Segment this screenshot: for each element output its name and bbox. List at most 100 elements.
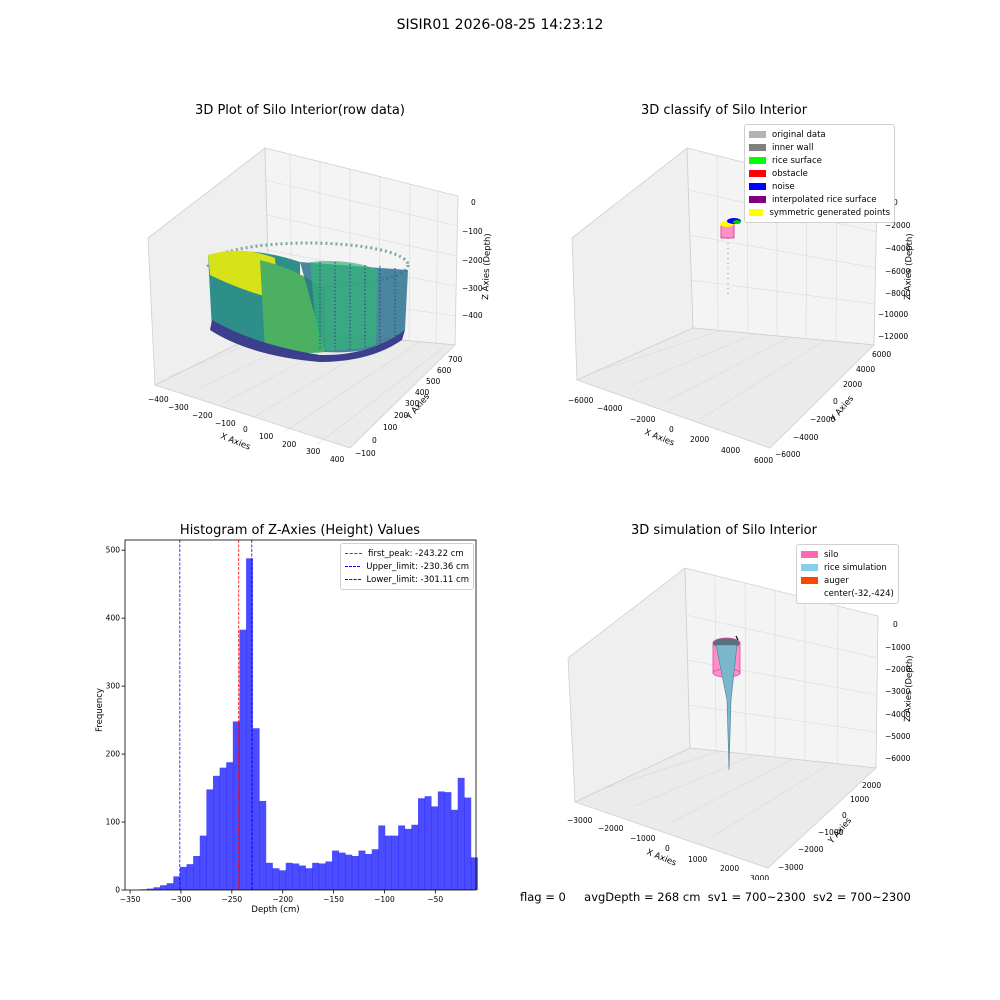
p1-ztick: −100 — [462, 227, 483, 236]
legend-label: Upper_limit: -230.36 cm — [366, 561, 469, 572]
p1-xtick: −100 — [215, 419, 236, 428]
panel2-3d-plot: −6000 −4000 −2000 0 2000 4000 6000 −6000… — [568, 147, 915, 465]
y-tick-label: 100 — [106, 818, 121, 827]
p4-ztick: −2000 — [885, 665, 911, 674]
legend-label: noise — [772, 181, 795, 192]
status-line: flag = 0 avgDepth = 268 cm sv1 = 700~230… — [520, 890, 911, 904]
p1-xtick: 200 — [282, 440, 297, 449]
histogram-bar — [213, 775, 220, 890]
p2-ytick: −4000 — [793, 433, 819, 442]
p2-legend: original data inner wall rice surface obsta… — [744, 124, 895, 223]
legend-swatch — [749, 183, 766, 190]
y-tick-label: 200 — [106, 750, 121, 759]
histogram-bar — [173, 876, 181, 890]
p1-ztick: 0 — [471, 198, 476, 207]
legend-dash — [345, 553, 362, 554]
legend-swatch — [801, 551, 818, 558]
p2-ytick: 0 — [833, 397, 838, 406]
legend-label: obstacle — [772, 168, 808, 179]
histogram-bar — [206, 789, 214, 890]
p2-legend-item: interpolated rice surface — [749, 193, 890, 206]
status-avg-depth: avgDepth = 268 cm — [584, 890, 701, 904]
status-flag: flag = 0 — [520, 890, 566, 904]
panel4-3d-plot: −3000 −2000 −1000 0 1000 2000 3000 −3000… — [567, 567, 915, 880]
p2-xtick: 0 — [669, 425, 674, 434]
p4-ztick: 0 — [893, 620, 898, 629]
p4-ztick: −3000 — [885, 687, 911, 696]
histogram-bar — [391, 835, 399, 890]
histogram-bar — [338, 852, 346, 890]
histogram-bar — [371, 849, 379, 890]
histogram-ylabel: Frequency — [95, 688, 105, 732]
legend-label: Lower_limit: -301.11 cm — [366, 574, 469, 585]
legend-label: interpolated rice surface — [772, 194, 877, 205]
p2-xtick: −4000 — [597, 404, 623, 413]
histogram-bar — [351, 856, 359, 890]
p4-ytick: −3000 — [778, 863, 804, 872]
p4-ztick: −4000 — [885, 710, 911, 719]
histogram-bar — [179, 866, 187, 890]
p4-ytick: −1000 — [818, 828, 844, 837]
histogram-bar — [325, 861, 333, 890]
p1-ytick: 0 — [372, 436, 377, 445]
legend-swatch — [801, 564, 818, 571]
histogram-bar — [285, 862, 293, 890]
p1-xtick: 300 — [306, 447, 321, 456]
status-sv2: sv2 = 700~2300 — [812, 890, 911, 904]
p1-ytick: 400 — [415, 388, 430, 397]
p4-xtick: 0 — [665, 844, 670, 853]
histogram-bar — [437, 791, 445, 890]
panel4-title: 3D simulation of Silo Interior — [631, 523, 817, 538]
histogram-legend-item: Lower_limit: -301.11 cm — [345, 573, 469, 586]
x-tick-label: −100 — [374, 895, 395, 904]
p1-xtick: 100 — [259, 432, 274, 441]
histogram-bar — [404, 828, 412, 890]
histogram-bar — [312, 862, 320, 890]
histogram-bar — [279, 870, 287, 890]
legend-label: inner wall — [772, 142, 814, 153]
legend-label: symmetric generated points — [769, 207, 890, 218]
p4-xtick: 2000 — [720, 864, 739, 873]
p2-ztick: −4000 — [885, 244, 911, 253]
p4-xlabel: X Axies — [645, 848, 678, 869]
p2-legend-item: obstacle — [749, 167, 890, 180]
p4-legend: silo rice simulation auger center(-32,-424) — [796, 544, 899, 604]
legend-label: first_peak: -243.22 cm — [368, 548, 464, 559]
histogram-bar — [305, 868, 313, 890]
y-tick-label: 500 — [106, 546, 121, 555]
p2-ytick: 6000 — [872, 350, 891, 359]
x-tick-label: −300 — [171, 895, 192, 904]
histogram-bar — [186, 864, 194, 890]
panel1-title: 3D Plot of Silo Interior(row data) — [195, 103, 405, 118]
p4-ztick: −6000 — [885, 754, 911, 763]
y-tick-label: 300 — [106, 682, 121, 691]
p1-ztick: −300 — [462, 284, 483, 293]
p2-ztick: 0 — [893, 198, 898, 207]
p4-legend-item: auger — [801, 574, 894, 587]
histogram-bar — [219, 767, 227, 890]
histogram-bar — [418, 798, 425, 890]
legend-label: original data — [772, 129, 826, 140]
histogram-bar — [345, 854, 353, 890]
p1-ytick: 300 — [405, 399, 420, 408]
histogram-bar — [424, 796, 432, 890]
histogram-bar — [232, 721, 240, 890]
x-tick-label: −250 — [222, 895, 243, 904]
p2-xtick: 4000 — [721, 446, 740, 455]
histogram-bar — [292, 863, 300, 890]
classified-points — [720, 218, 741, 298]
p1-xtick: 400 — [330, 455, 345, 464]
histogram-chart: −350 −300 −250 −200 −150 −100 −50 0 100 200 300 400… — [95, 539, 478, 915]
p2-xtick: 6000 — [754, 456, 773, 465]
p4-xtick: 1000 — [688, 855, 707, 864]
legend-swatch — [749, 196, 766, 203]
p1-ztick: −200 — [462, 256, 483, 265]
p2-ytick: 2000 — [843, 380, 862, 389]
histogram-bar — [358, 850, 366, 890]
silo-simulation — [712, 635, 741, 771]
p2-zlabel: Z Axies (Depth) — [903, 233, 915, 300]
p4-ytick: −2000 — [798, 845, 824, 854]
histogram-xlabel: Depth (cm) — [251, 905, 299, 915]
p2-ytick: 4000 — [856, 365, 875, 374]
legend-label: rice simulation — [824, 562, 887, 573]
